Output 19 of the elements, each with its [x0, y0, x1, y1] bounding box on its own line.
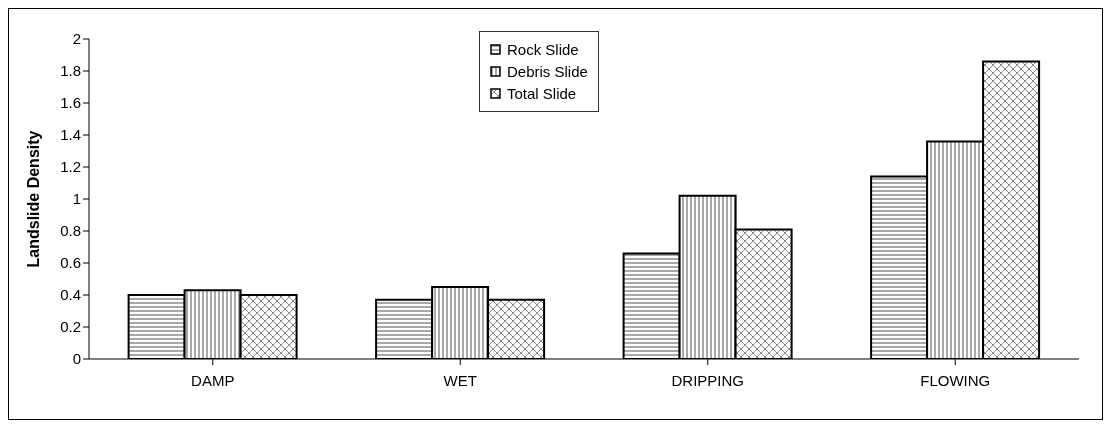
- y-tick-label: 1.8: [60, 62, 81, 80]
- y-tick-label: 0.2: [60, 318, 81, 336]
- y-tick-label: 0.4: [60, 286, 81, 304]
- y-axis-title: Landslide Density: [24, 130, 42, 268]
- x-tick-label: DRIPPING: [671, 371, 745, 389]
- y-tick-label: 2: [72, 30, 81, 48]
- y-tick-label: 1.2: [60, 158, 81, 176]
- x-tick-label: FLOWING: [920, 371, 991, 389]
- y-tick-label: 1: [72, 190, 81, 208]
- legend-label: Total Slide: [507, 85, 577, 102]
- x-tick-label: WET: [443, 371, 477, 389]
- y-tick-label: 0.8: [60, 222, 81, 240]
- y-tick-label: 1.4: [60, 126, 81, 144]
- y-tick-label: 0.6: [60, 254, 81, 272]
- y-tick-label: 1.6: [60, 94, 81, 112]
- y-tick-label: 0: [72, 350, 81, 368]
- legend-label: Rock Slide: [507, 41, 579, 58]
- legend-label: Debris Slide: [507, 63, 588, 80]
- x-tick-label: DAMP: [191, 371, 235, 389]
